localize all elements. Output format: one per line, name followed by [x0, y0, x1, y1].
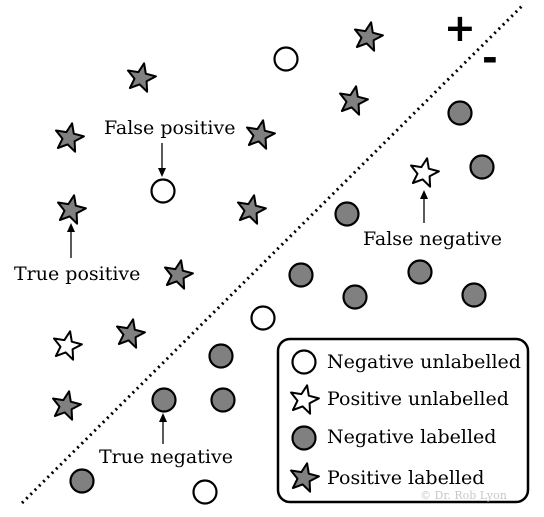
- star-filled-point: [237, 194, 267, 225]
- positive-region-sign: +: [444, 6, 476, 50]
- circle-filled-point: [447, 100, 473, 126]
- legend-box: [276, 337, 530, 504]
- circle-open-point: [150, 178, 176, 204]
- star-open-point: [53, 330, 83, 361]
- legend-symbol-star-filled: [290, 462, 320, 493]
- circle-filled-point: [208, 343, 234, 369]
- false-positive-arrow: [158, 143, 166, 177]
- legend-label-negative-labelled: Negative labelled: [327, 426, 496, 448]
- star-filled-point: [339, 85, 369, 116]
- legend-label-negative-unlabelled: Negative unlabelled: [327, 351, 521, 373]
- legend-symbol-circle-filled: [291, 425, 317, 451]
- circle-filled-point: [69, 468, 95, 494]
- star-filled-point: [57, 194, 87, 225]
- false-positive-label: False positive: [104, 117, 235, 139]
- star-filled-point: [127, 62, 157, 93]
- star-filled-point: [52, 390, 82, 421]
- star-filled-point: [116, 318, 146, 349]
- legend-label-positive-unlabelled: Positive unlabelled: [327, 388, 509, 410]
- circle-filled-point: [334, 201, 360, 227]
- false-negative-arrow: [420, 190, 428, 223]
- legend-symbol-star-open: [290, 384, 320, 415]
- circle-filled-point: [210, 387, 236, 413]
- legend-label-positive-labelled: Positive labelled: [327, 467, 484, 489]
- circle-filled-point: [151, 387, 177, 413]
- true-negative-arrow: [159, 413, 167, 444]
- negative-region-sign: -: [482, 36, 498, 80]
- circle-filled-point: [288, 262, 314, 288]
- true-positive-label: True positive: [14, 263, 140, 285]
- circle-filled-point: [469, 154, 495, 180]
- circle-open-point: [192, 479, 218, 505]
- true-negative-label: True negative: [99, 446, 233, 468]
- star-filled-point: [354, 21, 384, 52]
- circle-filled-point: [461, 282, 487, 308]
- circle-filled-point: [342, 284, 368, 310]
- star-filled-point: [164, 259, 194, 290]
- false-negative-label: False negative: [363, 228, 502, 250]
- star-open-point: [410, 157, 440, 188]
- star-filled-point: [55, 122, 85, 153]
- circle-open-point: [250, 305, 276, 331]
- true-positive-arrow: [67, 223, 75, 258]
- circle-filled-point: [407, 259, 433, 285]
- legend-symbol-circle-open: [291, 349, 317, 375]
- star-filled-point: [246, 119, 276, 150]
- legend: Negative unlabelled Positive unlabelled …: [276, 337, 530, 504]
- circle-open-point: [273, 46, 299, 72]
- watermark: © Dr. Rob Lyon: [420, 489, 507, 502]
